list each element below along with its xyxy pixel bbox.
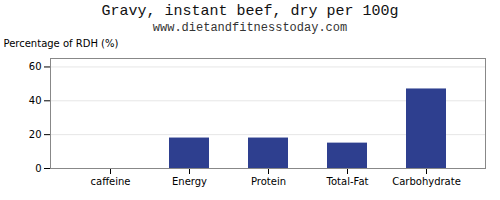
svg-text:Carbohydrate: Carbohydrate <box>392 176 461 187</box>
svg-text:Energy: Energy <box>172 176 207 187</box>
svg-text:Total-Fat: Total-Fat <box>326 176 369 187</box>
svg-text:Percentage of RDH (%): Percentage of RDH (%) <box>4 38 119 49</box>
svg-text:Protein: Protein <box>251 176 286 187</box>
html-text:Gravy, instant beef, dry per 1: Gravy, instant beef, dry per 100g <box>101 3 399 20</box>
svg-text:40: 40 <box>29 95 42 106</box>
svg-text:0: 0 <box>35 163 41 174</box>
svg-text:20: 20 <box>29 129 42 140</box>
html-text:www.dietandfitnesstoday.com: www.dietandfitnesstoday.com <box>152 21 348 35</box>
svg-text:caffeine: caffeine <box>91 176 131 187</box>
svg-text:60: 60 <box>29 61 42 72</box>
